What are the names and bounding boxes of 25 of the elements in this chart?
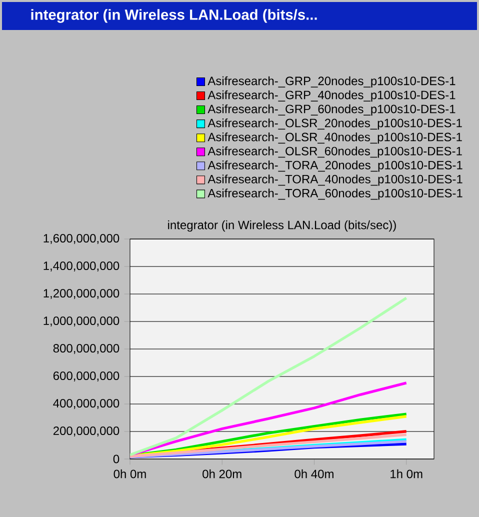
y-tick-label: 1,600,000,000	[44, 234, 120, 244]
legend-label: Asifresearch-_GRP_40nodes_p100s10-DES-1	[208, 90, 456, 102]
y-tick-label: 1,200,000,000	[44, 289, 120, 299]
y-tick-label: 600,000,000	[53, 372, 120, 382]
legend-label: Asifresearch-_GRP_60nodes_p100s10-DES-1	[208, 104, 456, 116]
y-tick-label: 0	[113, 454, 120, 464]
x-tick-label: 0h 40m	[294, 469, 334, 478]
legend-label: Asifresearch-_OLSR_20nodes_p100s10-DES-1	[208, 118, 462, 130]
y-tick-label: 1,000,000,000	[44, 316, 120, 326]
legend-label: Asifresearch-_TORA_60nodes_p100s10-DES-1	[208, 188, 462, 200]
x-tick-label: 0h 0m	[114, 469, 146, 478]
x-tick-label: 0h 20m	[202, 469, 242, 478]
chart-title: integrator (in Wireless LAN.Load (bits/s...	[31, 9, 317, 23]
y-tick-label: 800,000,000	[53, 344, 120, 354]
legend-label: Asifresearch-_TORA_20nodes_p100s10-DES-1	[208, 160, 462, 172]
line-series	[130, 296, 408, 456]
legend-label: Asifresearch-_TORA_40nodes_p100s10-DES-1	[208, 174, 462, 186]
x-tick-label: 1h 0m	[390, 469, 422, 478]
y-tick-label: 400,000,000	[53, 399, 120, 409]
y-tick-label: 1,400,000,000	[44, 262, 120, 272]
legend-label: Asifresearch-_GRP_20nodes_p100s10-DES-1	[208, 76, 456, 88]
legend-label: Asifresearch-_OLSR_60nodes_p100s10-DES-1	[208, 146, 462, 158]
y-tick-label: 200,000,000	[53, 426, 120, 436]
chart-subtitle: integrator (in Wireless LAN.Load (bits/sec))	[168, 220, 396, 232]
legend-label: Asifresearch-_OLSR_40nodes_p100s10-DES-1	[208, 132, 462, 144]
